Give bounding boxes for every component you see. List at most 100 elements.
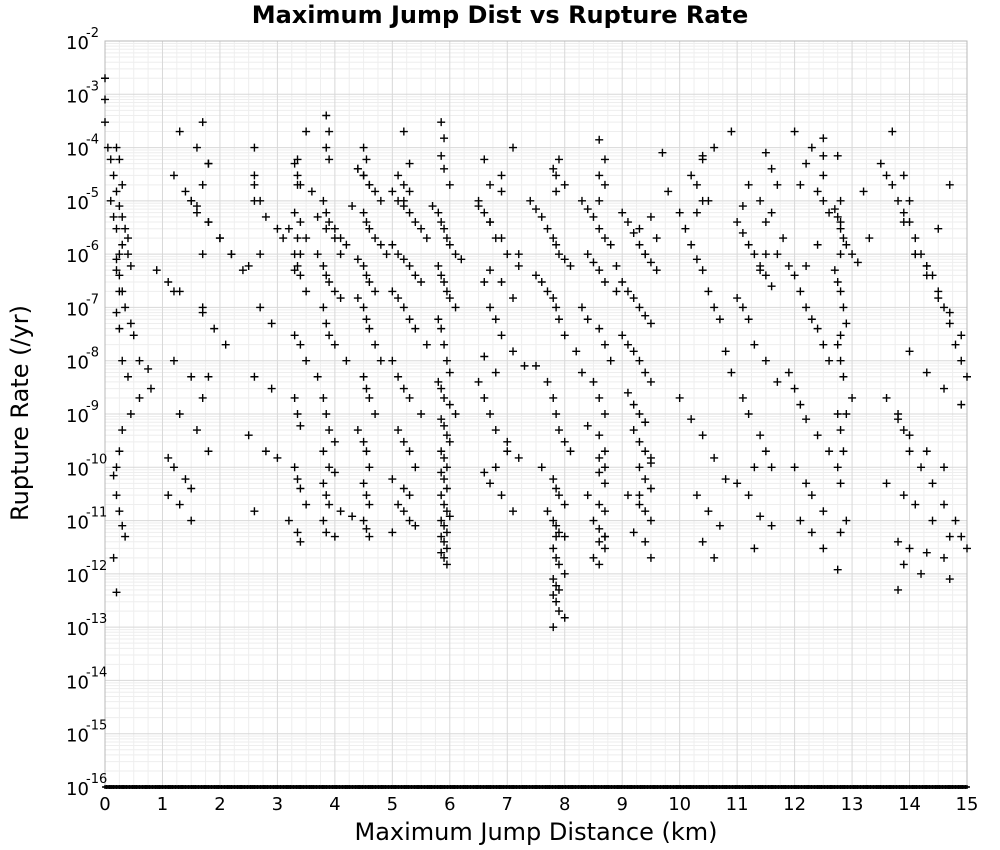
y-tick-exponent: -8 — [86, 346, 99, 361]
data-point — [362, 155, 371, 164]
data-point — [905, 196, 914, 205]
data-point — [388, 187, 397, 196]
data-point — [399, 303, 408, 312]
data-point — [388, 475, 397, 484]
data-point — [359, 516, 368, 525]
data-point — [784, 261, 793, 270]
data-point — [204, 218, 213, 227]
data-point — [583, 421, 592, 430]
data-point — [905, 347, 914, 356]
data-point — [457, 255, 466, 264]
data-point — [922, 271, 931, 280]
data-point — [761, 218, 770, 227]
data-point — [169, 171, 178, 180]
y-tick-label: 10 — [66, 672, 89, 693]
points-layer — [101, 74, 971, 632]
data-point — [115, 250, 124, 259]
data-point — [302, 287, 311, 296]
data-point — [348, 512, 357, 521]
y-tick-label: 10 — [66, 779, 89, 800]
data-point — [405, 393, 414, 402]
data-point — [836, 356, 845, 365]
y-tick-exponent: -3 — [86, 79, 99, 94]
data-point — [302, 500, 311, 509]
data-point — [204, 372, 213, 381]
data-point — [445, 294, 454, 303]
data-point — [744, 240, 753, 249]
data-point — [658, 148, 667, 157]
data-point — [169, 463, 178, 472]
data-point — [204, 447, 213, 456]
data-point — [600, 340, 609, 349]
data-point — [293, 528, 302, 537]
data-point — [945, 308, 954, 317]
data-point — [362, 315, 371, 324]
y-tick-label: 10 — [66, 86, 89, 107]
data-point — [727, 127, 736, 136]
data-point — [646, 319, 655, 328]
data-point — [293, 234, 302, 243]
data-point — [353, 294, 362, 303]
data-point — [675, 208, 684, 217]
data-point — [830, 205, 839, 214]
data-point — [629, 294, 638, 303]
data-point — [577, 368, 586, 377]
data-point — [399, 484, 408, 493]
data-point — [572, 347, 581, 356]
data-point — [503, 437, 512, 446]
data-point — [388, 356, 397, 365]
data-point — [554, 528, 563, 537]
data-point — [905, 544, 914, 553]
data-point — [442, 287, 451, 296]
data-point — [394, 500, 403, 509]
data-point — [440, 164, 449, 173]
x-tick-label: 8 — [559, 794, 570, 815]
data-point — [135, 393, 144, 402]
data-point — [552, 484, 561, 493]
data-point — [250, 180, 259, 189]
data-point — [761, 148, 770, 157]
data-point — [606, 356, 615, 365]
data-point — [560, 569, 569, 578]
data-point — [112, 491, 121, 500]
y-tick-label: 10 — [66, 33, 89, 54]
data-point — [848, 393, 857, 402]
data-point — [210, 324, 219, 333]
data-point — [554, 491, 563, 500]
data-point — [437, 447, 446, 456]
data-point — [882, 171, 891, 180]
data-point — [437, 384, 446, 393]
data-point — [675, 393, 684, 402]
data-point — [437, 118, 446, 127]
data-point — [325, 218, 334, 227]
x-tick-label: 1 — [157, 794, 168, 815]
data-point — [552, 171, 561, 180]
data-point — [839, 234, 848, 243]
data-point — [388, 528, 397, 537]
data-point — [440, 500, 449, 509]
data-point — [169, 287, 178, 296]
data-point — [922, 368, 931, 377]
data-point — [319, 303, 328, 312]
data-point — [733, 479, 742, 488]
data-point — [549, 164, 558, 173]
data-point — [813, 187, 822, 196]
data-point — [733, 218, 742, 227]
data-point — [192, 143, 201, 152]
data-point — [405, 208, 414, 217]
data-point — [322, 528, 331, 537]
data-point — [322, 111, 331, 120]
data-point — [175, 500, 184, 509]
data-point — [109, 212, 118, 221]
data-point — [359, 143, 368, 152]
data-point — [583, 250, 592, 259]
x-tick-label: 13 — [841, 794, 864, 815]
data-point — [365, 393, 374, 402]
data-point — [411, 463, 420, 472]
data-point — [451, 410, 460, 418]
data-point — [600, 507, 609, 516]
data-point — [250, 507, 259, 516]
data-point — [641, 507, 650, 516]
data-point — [437, 532, 446, 541]
